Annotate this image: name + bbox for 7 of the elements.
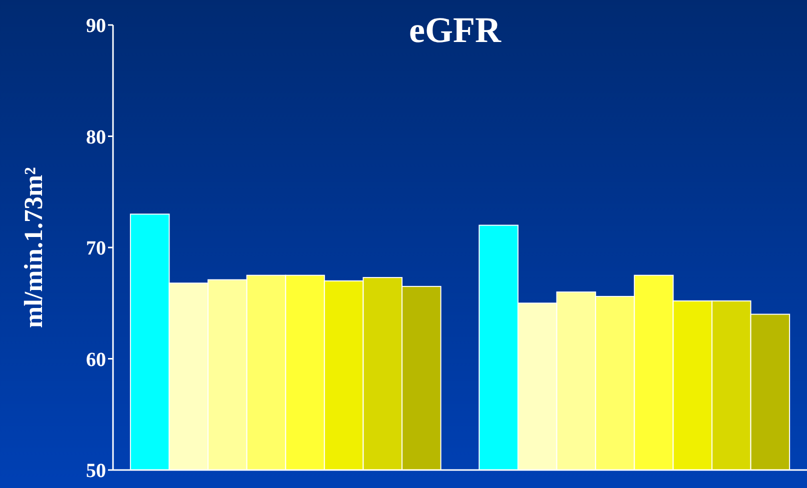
y-tick-label: 50	[86, 460, 106, 482]
y-tick-label: 90	[86, 15, 106, 37]
y-tick-label: 70	[86, 238, 106, 260]
chart-title: eGFR	[409, 10, 502, 50]
y-tick-label: 80	[86, 126, 106, 148]
y-axis-title: ml/min.1.73m²	[19, 166, 48, 328]
y-tick-label: 60	[86, 348, 106, 371]
